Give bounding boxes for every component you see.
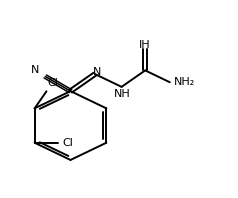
Text: IH: IH xyxy=(139,40,151,50)
Text: N: N xyxy=(93,67,101,77)
Text: NH: NH xyxy=(114,89,131,99)
Text: NH₂: NH₂ xyxy=(174,77,195,87)
Text: N: N xyxy=(30,65,39,75)
Text: Cl: Cl xyxy=(63,138,74,148)
Text: Cl: Cl xyxy=(48,78,59,88)
